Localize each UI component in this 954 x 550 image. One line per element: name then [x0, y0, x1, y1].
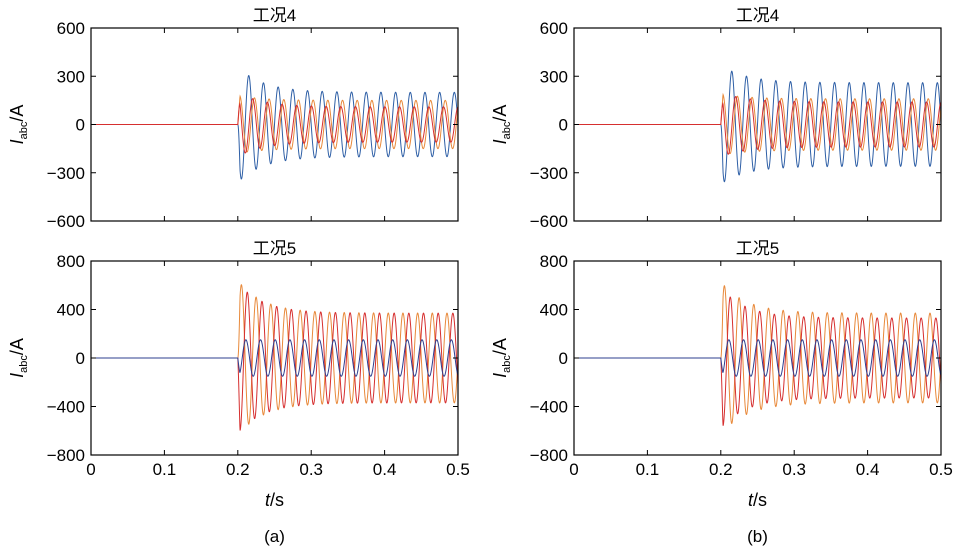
y-tick-label: 300	[540, 67, 568, 86]
y-tick-label: 300	[57, 67, 85, 86]
y-axis-label-var: I	[490, 139, 510, 144]
y-tick-label: −400	[47, 398, 85, 417]
x-axis-label: t/s	[265, 490, 284, 510]
chart-panel-1: −600 −300 0 300 600 工况4 Iabc/A	[7, 6, 459, 231]
x-tick-label: 0.5	[446, 460, 470, 479]
chart-panel-3: −600 −300 0 300 600 工况4 Iabc/A	[490, 6, 942, 231]
y-axis-label: Iabc/A	[7, 338, 30, 378]
y-tick-label: −600	[47, 212, 85, 231]
y-axis-label-sub: abc	[501, 355, 513, 373]
y-tick-label: 0	[76, 349, 85, 368]
chart-title: 工况5	[736, 239, 779, 258]
x-tick-label: 0	[86, 460, 95, 479]
x-tick-label: 0.2	[709, 460, 733, 479]
series-group	[574, 70, 941, 183]
y-tick-label: −800	[530, 446, 568, 465]
y-axis-label-unit: /A	[7, 338, 27, 355]
y-axis-label: Iabc/A	[490, 105, 513, 145]
y-tick-label: −300	[47, 164, 85, 183]
panel-caption: (a)	[264, 527, 285, 546]
x-tick-label: 0	[569, 460, 578, 479]
x-tick-label: 0.3	[299, 460, 323, 479]
x-tick-label: 0.2	[226, 460, 250, 479]
panel-caption: (b)	[747, 527, 768, 546]
y-tick-label: 400	[57, 301, 85, 320]
y-tick-label: 600	[57, 19, 85, 38]
y-tick-label: 800	[57, 252, 85, 271]
x-tick-label: 0.3	[782, 460, 806, 479]
y-tick-label: 600	[540, 19, 568, 38]
y-tick-label: −600	[530, 212, 568, 231]
x-tick-label: 0.4	[373, 460, 397, 479]
series-group	[574, 285, 941, 426]
y-tick-label: 800	[540, 252, 568, 271]
y-axis-label: Iabc/A	[490, 338, 513, 378]
series-line-3	[91, 339, 458, 377]
y-tick-label: 0	[76, 116, 85, 135]
y-tick-label: −400	[530, 398, 568, 417]
chart-panel-4: −800 −400 0 400 800 0 0.1 0.2 0.3 0.4 0.5 工况5 Iabc/A…	[490, 239, 953, 546]
y-axis-label-sub: abc	[18, 121, 30, 139]
y-tick-label: 0	[559, 116, 568, 135]
y-tick-label: 400	[540, 301, 568, 320]
x-tick-label: 0.1	[636, 460, 660, 479]
y-tick-label: −800	[47, 446, 85, 465]
x-axis-label-unit: /s	[270, 490, 284, 510]
y-axis-label-unit: /A	[490, 105, 510, 122]
y-tick-label: −300	[530, 164, 568, 183]
x-axis-label: t/s	[748, 490, 767, 510]
series-line-3	[91, 98, 458, 154]
y-axis-label-var: I	[490, 373, 510, 378]
x-tick-label: 0.4	[856, 460, 880, 479]
x-tick-label: 0.1	[153, 460, 177, 479]
series-line-3	[574, 339, 941, 377]
series-line-3	[574, 95, 941, 155]
y-axis-label-var: I	[7, 139, 27, 144]
chart-panel-2: −800 −400 0 400 800 0 0.1 0.2 0.3 0.4 0.5 工况5 Iabc/A…	[7, 239, 470, 546]
y-tick-label: 0	[559, 349, 568, 368]
y-axis-label-var: I	[7, 373, 27, 378]
series-group	[91, 284, 458, 431]
chart-title: 工况4	[736, 6, 779, 25]
chart-title: 工况4	[253, 6, 296, 25]
x-axis-label-unit: /s	[753, 490, 767, 510]
x-axis-label-var: t	[265, 490, 271, 510]
y-axis-label-unit: /A	[490, 338, 510, 355]
x-axis-label-var: t	[748, 490, 754, 510]
y-axis-label: Iabc/A	[7, 105, 30, 145]
x-tick-label: 0.5	[929, 460, 953, 479]
y-axis-label-sub: abc	[501, 121, 513, 139]
y-axis-label-sub: abc	[18, 355, 30, 373]
series-group	[91, 74, 458, 180]
y-axis-label-unit: /A	[7, 105, 27, 122]
chart-title: 工况5	[253, 239, 296, 258]
